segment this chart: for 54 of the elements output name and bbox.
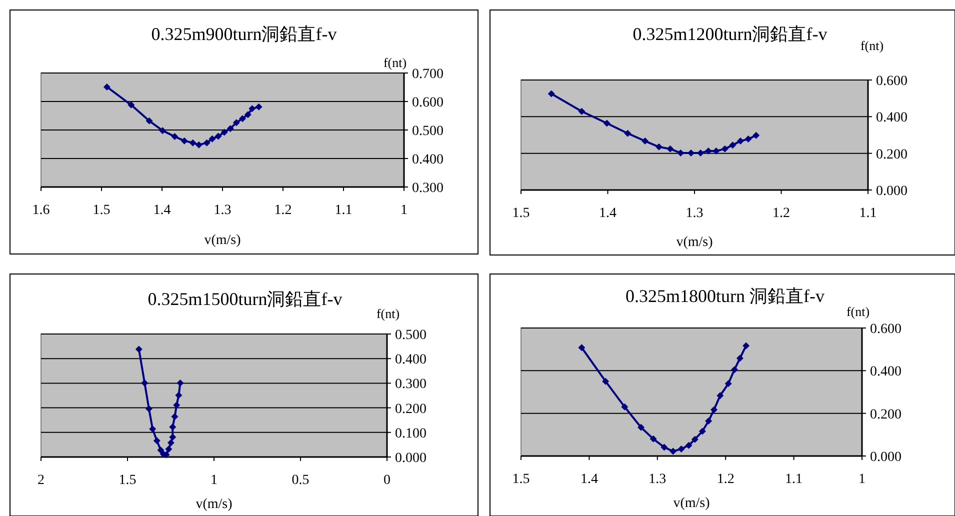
xtick: 1.4 <box>599 206 616 221</box>
ytick: 0.400 <box>412 152 444 168</box>
title: 0.325m1800turn 洞鉛直f-v <box>626 286 824 306</box>
xtick: 1.1 <box>859 206 877 221</box>
xtick: 1.5 <box>512 206 530 221</box>
ytick: 0.600 <box>870 322 902 337</box>
xtick: 1.2 <box>772 206 790 221</box>
xtick: 1.5 <box>92 203 110 218</box>
xtick: 1.5 <box>118 473 136 488</box>
xtick: 1.4 <box>153 203 171 218</box>
xtick: 2 <box>38 473 44 488</box>
xtick: 1.6 <box>32 203 50 218</box>
xtick: 0.5 <box>292 473 310 488</box>
xtick: 1.3 <box>648 472 666 487</box>
ytick: 0.500 <box>412 124 444 139</box>
ytick: 0.300 <box>395 377 426 392</box>
ytick: 0.200 <box>876 147 908 162</box>
xlabel: v(m/s) <box>204 233 241 248</box>
xtick: 1.1 <box>334 203 352 218</box>
xtick: 1.2 <box>716 472 734 487</box>
ytick: 0.400 <box>870 364 902 380</box>
xtick: 1.3 <box>686 206 704 221</box>
xtick: 1.1 <box>785 472 803 487</box>
ytick: 0.100 <box>395 426 426 442</box>
title: 0.325m1200turn洞鉛直f-v <box>632 24 828 44</box>
title: 0.325m900turn洞鉛直f-v <box>151 24 337 44</box>
ytick: 0.700 <box>412 67 444 82</box>
xtick: 1 <box>210 473 218 488</box>
ytick: 0.400 <box>876 110 908 126</box>
ytick: 0.000 <box>870 450 902 465</box>
ytick: 0.000 <box>876 184 908 199</box>
xtick: 1.5 <box>512 472 530 487</box>
ylabel: f(nt) <box>383 55 407 70</box>
ytick: 0.200 <box>395 402 426 417</box>
ylabel: f(nt) <box>846 304 870 319</box>
xtick: 0 <box>384 473 390 488</box>
xtick: 1.2 <box>274 203 292 218</box>
ytick: 0.500 <box>395 328 426 343</box>
title: 0.325m1500turn洞鉛直f-v <box>148 289 342 309</box>
ytick: 0.300 <box>412 181 444 196</box>
ytick: 0.000 <box>395 451 426 466</box>
ytick: 0.400 <box>395 352 426 368</box>
xtick: 1.4 <box>580 472 598 487</box>
ytick: 0.200 <box>870 407 902 422</box>
xlabel: v(m/s) <box>673 496 710 511</box>
ylabel: f(nt) <box>376 306 400 321</box>
xtick: 1 <box>858 472 866 487</box>
xtick: 1.3 <box>214 203 232 218</box>
xtick: 1 <box>400 203 408 218</box>
ytick: 0.600 <box>876 74 908 89</box>
xlabel: v(m/s) <box>676 235 713 250</box>
ylabel: f(nt) <box>860 38 884 53</box>
xlabel: v(m/s) <box>196 497 232 512</box>
ytick: 0.600 <box>412 96 444 110</box>
